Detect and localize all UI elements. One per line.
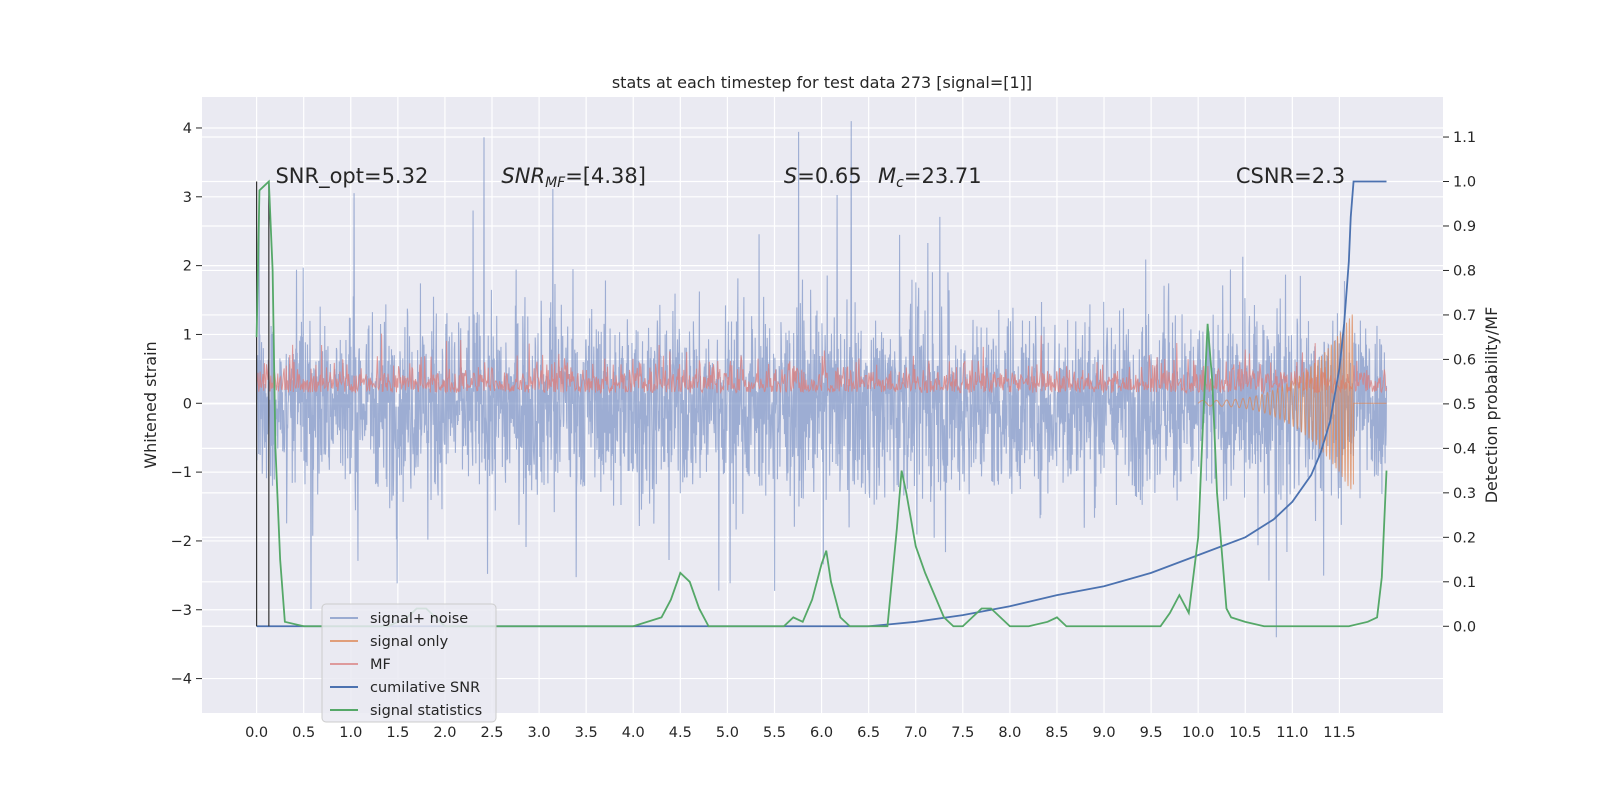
y-tick-label: −3 bbox=[171, 603, 192, 619]
series-signal-only bbox=[1197, 314, 1387, 490]
x-tick-label: 10.5 bbox=[1229, 725, 1261, 741]
right-tick-label: 0.5 bbox=[1453, 397, 1476, 413]
x-tick-label: 1.5 bbox=[386, 725, 409, 741]
x-tick-label: 11.5 bbox=[1323, 725, 1355, 741]
annotation: S=0.65 bbox=[784, 164, 862, 188]
x-tick-label: 0.5 bbox=[292, 725, 315, 741]
x-tick-label: 6.5 bbox=[857, 725, 880, 741]
x-tick-label: 9.5 bbox=[1140, 725, 1163, 741]
right-tick-label: 1.1 bbox=[1453, 130, 1476, 146]
legend-label: signal statistics bbox=[370, 703, 482, 719]
x-tick-label: 0.0 bbox=[245, 725, 268, 741]
x-tick-label: 4.0 bbox=[622, 725, 645, 741]
right-tick-label: 0.7 bbox=[1453, 308, 1476, 324]
right-tick-label: 0.8 bbox=[1453, 263, 1476, 279]
right-tick-label: 0.0 bbox=[1453, 619, 1476, 635]
x-tick-label: 7.5 bbox=[951, 725, 974, 741]
annotation: SNR_opt=5.32 bbox=[275, 164, 428, 189]
annotation: SNRMF=[4.38] bbox=[501, 164, 646, 191]
x-tick-label: 4.5 bbox=[669, 725, 692, 741]
chart-title: stats at each timestep for test data 273… bbox=[612, 73, 1032, 92]
annotation: Mc=23.71 bbox=[878, 164, 982, 191]
x-tick-label: 3.5 bbox=[575, 725, 598, 741]
y-tick-label: −2 bbox=[171, 534, 192, 550]
x-tick-label: 5.5 bbox=[763, 725, 786, 741]
right-tick-label: 0.1 bbox=[1453, 575, 1476, 591]
right-tick-label: 0.4 bbox=[1453, 441, 1476, 457]
annotation: CSNR=2.3 bbox=[1236, 164, 1345, 188]
right-tick-label: 1.0 bbox=[1453, 175, 1476, 191]
x-tick-label: 1.0 bbox=[339, 725, 362, 741]
x-axis-ticks: 0.0 0.5 1.0 1.5 2.0 2.5 3.0 3.5 4.0 4.5 5.0 5.5 6.0 6… bbox=[245, 725, 1355, 741]
legend-label: MF bbox=[370, 657, 391, 673]
right-tick-label: 0.3 bbox=[1453, 486, 1476, 502]
x-tick-label: 8.0 bbox=[998, 725, 1021, 741]
left-axis-label: Whitened strain bbox=[141, 341, 160, 468]
legend-label: signal+ noise bbox=[370, 611, 468, 627]
y-tick-label: −4 bbox=[171, 672, 192, 688]
y-tick-label: 0 bbox=[183, 396, 192, 412]
x-tick-label: 6.0 bbox=[810, 725, 833, 741]
y-tick-label: 4 bbox=[183, 121, 192, 137]
y-tick-label: −1 bbox=[171, 465, 192, 481]
series-mf bbox=[256, 333, 1387, 395]
y-tick-label: 3 bbox=[183, 190, 192, 206]
x-tick-label: 3.0 bbox=[528, 725, 551, 741]
right-axis-ticks: 1.1 1.0 0.9 0.8 0.7 0.6 0.5 0.4 0.3 0.2 0.1 0.0 bbox=[1443, 130, 1476, 635]
x-tick-label: 2.5 bbox=[480, 725, 503, 741]
x-tick-label: 10.0 bbox=[1182, 725, 1214, 741]
x-tick-label: 11.0 bbox=[1276, 725, 1308, 741]
x-tick-label: 5.0 bbox=[716, 725, 739, 741]
right-tick-label: 0.9 bbox=[1453, 219, 1476, 235]
x-tick-label: 2.0 bbox=[433, 725, 456, 741]
y-tick-label: 1 bbox=[183, 327, 192, 343]
x-tick-label: 7.0 bbox=[904, 725, 927, 741]
right-axis-label: Detection probability/MF bbox=[1482, 307, 1501, 504]
right-tick-label: 0.6 bbox=[1453, 352, 1476, 368]
legend-label: signal only bbox=[370, 634, 449, 650]
legend-label: cumilative SNR bbox=[370, 680, 480, 696]
legend: signal+ noise signal only MF cumilative SNR… bbox=[321, 603, 497, 723]
right-tick-label: 0.2 bbox=[1453, 530, 1476, 546]
legend-box bbox=[321, 603, 497, 723]
annotations: SNR_opt=5.32 SNRMF=[4.38] S=0.65 Mc=23.71 CS… bbox=[275, 164, 1345, 191]
x-tick-label: 8.5 bbox=[1045, 725, 1068, 741]
left-axis-ticks: 4 3 2 1 0 −1 −2 −3 −4 bbox=[171, 121, 202, 688]
x-tick-label: 9.0 bbox=[1093, 725, 1116, 741]
series-signal-noise bbox=[256, 121, 1388, 638]
y-tick-label: 2 bbox=[183, 259, 192, 275]
